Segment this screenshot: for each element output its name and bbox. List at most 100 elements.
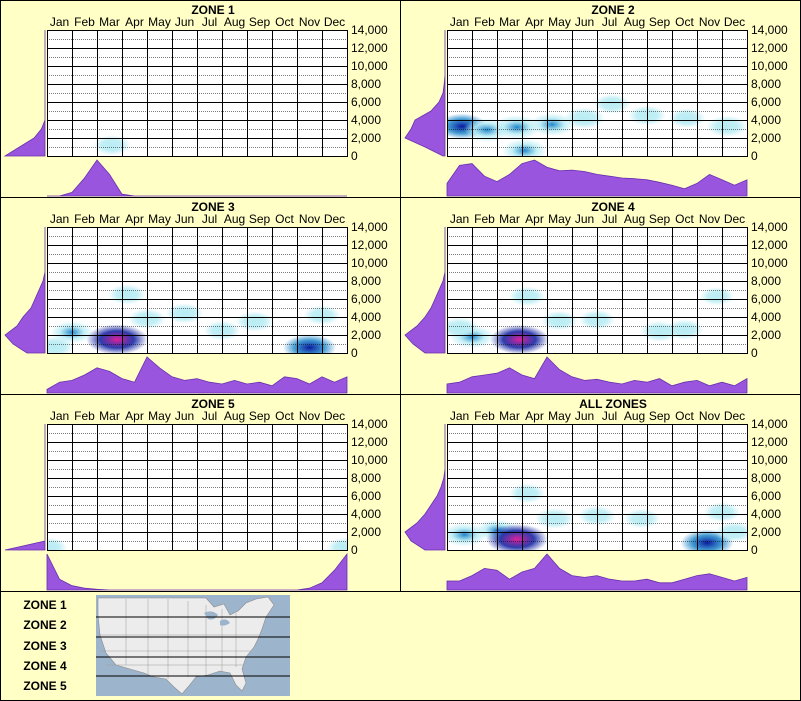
heatmap-blob: [534, 508, 575, 529]
heatmap-blob: [93, 135, 131, 156]
month-label-oct: Oct: [275, 409, 294, 423]
y-tick-label: 12,000: [751, 238, 788, 252]
y-tick-label: 14,000: [751, 417, 788, 431]
heatmap-blob: [623, 508, 661, 529]
chart-title: ZONE 3: [191, 200, 235, 214]
elevation-distribution: [4, 227, 46, 354]
heatmap-blob: [529, 112, 575, 137]
month-label-apr: Apr: [525, 15, 544, 29]
y-tick-label: 4,000: [751, 310, 781, 324]
usa-map-icon: [96, 596, 290, 695]
y-tick-label: 10,000: [351, 59, 388, 73]
plot-border: [47, 30, 348, 157]
heatmap-blob: [447, 317, 480, 339]
heatmap-blob: [327, 537, 347, 550]
month-label-dec: Dec: [724, 409, 745, 423]
y-tick-label: 12,000: [351, 238, 388, 252]
plot-border: [447, 30, 748, 157]
month-label-mar: Mar: [499, 409, 520, 423]
month-label-jul: Jul: [202, 409, 217, 423]
y-tick-label: 4,000: [351, 507, 381, 521]
y-tick-label: 12,000: [351, 41, 388, 55]
heatmap-blob: [508, 286, 546, 307]
month-label-apr: Apr: [125, 15, 144, 29]
y-tick-label: 14,000: [351, 23, 388, 37]
usa-land: [97, 596, 275, 695]
plot-border: [47, 424, 348, 551]
y-tick-label: 12,000: [751, 435, 788, 449]
y-tick-label: 2,000: [751, 525, 781, 539]
month-label-sep: Sep: [249, 212, 271, 226]
y-tick-label: 10,000: [751, 256, 788, 270]
chart-panel-1: ZONE 1 Jan Feb Mar Apr May Jun Jul Aug Sep Oct Nov D…: [3, 3, 388, 197]
legend-zone-3-label: ZONE 3: [23, 639, 67, 653]
month-label-sep: Sep: [249, 15, 271, 29]
legend-zone-2-label: ZONE 2: [23, 618, 67, 632]
chart-panel-4: ZONE 4 Jan Feb Mar Apr May Jun Jul Aug Sep Oct Nov D…: [404, 200, 788, 394]
month-label-apr: Apr: [525, 212, 544, 226]
chart-title: ZONE 1: [191, 3, 235, 17]
heatmap-blob: [486, 524, 548, 550]
y-tick-label: 0: [751, 543, 758, 557]
y-tick-label: 2,000: [751, 131, 781, 145]
heatmap-blob: [508, 483, 546, 504]
month-label-feb: Feb: [474, 409, 495, 423]
y-tick-label: 2,000: [351, 131, 381, 145]
heatmap-blob: [700, 287, 734, 306]
plot-border: [47, 227, 348, 354]
month-label-aug: Aug: [624, 212, 645, 226]
chart-panel-5: ZONE 5 Jan Feb Mar Apr May Jun Jul Aug Sep Oct Nov D…: [4, 397, 388, 591]
y-tick-label: 12,000: [351, 435, 388, 449]
plot-border: [447, 424, 748, 551]
chart-title: ZONE 2: [591, 3, 635, 17]
month-label-jul: Jul: [602, 212, 617, 226]
month-label-apr: Apr: [125, 409, 144, 423]
month-label-dec: Dec: [324, 409, 345, 423]
monthly-distribution: [446, 159, 748, 197]
monthly-distribution: [47, 159, 347, 197]
y-tick-label: 0: [351, 543, 358, 557]
y-tick-label: 10,000: [351, 256, 388, 270]
y-tick-label: 8,000: [351, 471, 381, 485]
chart-title: ZONE 5: [191, 397, 235, 411]
month-label-jan: Jan: [450, 409, 469, 423]
heatmap-blob: [668, 108, 706, 128]
heatmap-blob: [490, 324, 549, 353]
legend-zone-5-label: ZONE 5: [23, 679, 67, 693]
month-label-feb: Feb: [74, 15, 95, 29]
month-label-dec: Dec: [724, 15, 745, 29]
month-label-jun: Jun: [575, 409, 594, 423]
y-tick-label: 6,000: [351, 489, 381, 503]
month-label-sep: Sep: [649, 212, 671, 226]
y-tick-label: 4,000: [751, 507, 781, 521]
month-label-jan: Jan: [450, 212, 469, 226]
month-label-nov: Nov: [299, 15, 320, 29]
month-label-feb: Feb: [474, 212, 495, 226]
month-label-jun: Jun: [575, 15, 594, 29]
month-label-may: May: [148, 212, 171, 226]
month-label-jul: Jul: [202, 15, 217, 29]
elevation-distribution: [4, 424, 46, 551]
elevation-distribution: [404, 227, 446, 354]
heatmap-layer: [47, 537, 347, 550]
month-label-feb: Feb: [74, 409, 95, 423]
heatmap-blob: [47, 336, 75, 353]
month-label-feb: Feb: [74, 212, 95, 226]
y-tick-label: 8,000: [751, 471, 781, 485]
month-label-dec: Dec: [324, 15, 345, 29]
y-tick-label: 10,000: [751, 59, 788, 73]
month-label-mar: Mar: [99, 212, 120, 226]
heatmap-blob: [502, 139, 547, 156]
month-label-aug: Aug: [224, 409, 245, 423]
month-label-mar: Mar: [499, 15, 520, 29]
month-label-jan: Jan: [50, 409, 69, 423]
y-tick-label: 2,000: [751, 328, 781, 342]
chart-panel-3: ZONE 3 Jan Feb Mar Apr May Jun Jul Aug Sep Oct Nov D…: [4, 200, 388, 394]
elevation-distribution: [404, 424, 446, 551]
month-label-dec: Dec: [724, 212, 745, 226]
monthly-distribution: [46, 552, 348, 591]
great-lakes: [204, 611, 230, 626]
heatmap-layer: [93, 135, 131, 156]
y-tick-label: 2,000: [351, 328, 381, 342]
month-label-jun: Jun: [175, 15, 194, 29]
